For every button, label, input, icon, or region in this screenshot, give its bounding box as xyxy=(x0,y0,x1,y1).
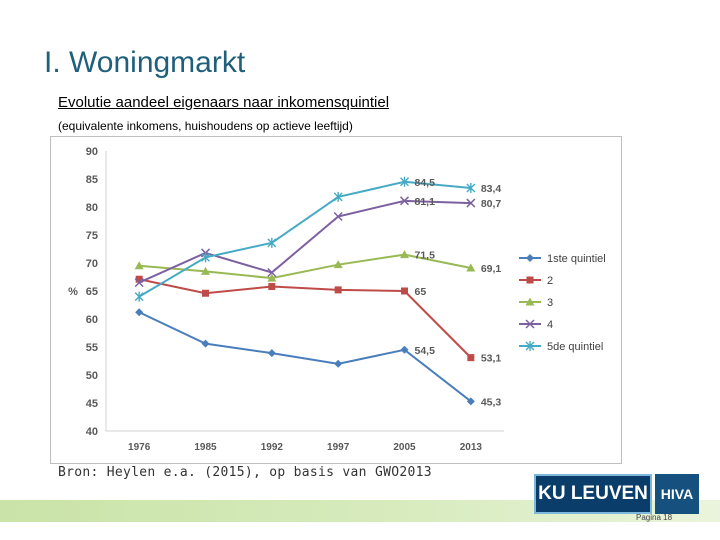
data-point xyxy=(135,308,144,317)
x-tick-label: 1976 xyxy=(128,442,151,453)
legend-label: 5de quintiel xyxy=(547,341,603,353)
data-point xyxy=(267,273,277,282)
data-point xyxy=(268,283,276,291)
legend-marker xyxy=(525,341,535,351)
data-label: 53,1 xyxy=(481,353,502,365)
data-point xyxy=(400,250,409,259)
slide-title: I. Woningmarkt xyxy=(44,46,246,79)
ku-leuven-logo: KU LEUVEN xyxy=(534,474,652,514)
y-tick-label: 85 xyxy=(86,174,98,186)
y-tick-label: 55 xyxy=(86,342,98,354)
data-point xyxy=(467,354,475,362)
series-line xyxy=(138,278,472,359)
data-label: 71,5 xyxy=(415,250,436,262)
data-point xyxy=(401,287,408,295)
legend-marker xyxy=(525,297,535,306)
x-tick-label: 2013 xyxy=(460,442,483,453)
y-tick-label: 70 xyxy=(86,258,98,270)
chart-caption: (equivalente inkomens, huishoudens op ac… xyxy=(58,119,353,133)
data-point xyxy=(134,291,144,302)
page-number: Pagina 18 xyxy=(636,513,673,522)
x-tick-label: 1997 xyxy=(327,442,350,453)
data-point xyxy=(267,349,276,358)
y-tick-label: 45 xyxy=(86,398,98,410)
data-point xyxy=(400,345,409,354)
data-point xyxy=(466,263,476,272)
legend-label: 2 xyxy=(547,275,553,287)
data-point xyxy=(267,237,277,248)
x-tick-label: 1992 xyxy=(261,442,284,453)
y-tick-label: 40 xyxy=(86,426,98,438)
data-point xyxy=(333,260,343,269)
series-line xyxy=(138,311,472,403)
y-tick-label: 50 xyxy=(86,370,98,382)
data-point xyxy=(400,176,409,187)
data-label: 45,3 xyxy=(481,396,502,408)
data-label: 54,5 xyxy=(415,345,436,357)
y-tick-label: 60 xyxy=(86,314,98,326)
data-label: 65 xyxy=(415,286,427,298)
data-point xyxy=(135,275,143,283)
data-point xyxy=(333,211,343,222)
y-axis-label: % xyxy=(68,286,78,298)
chart-container: 40 45 50 55 60 65 70 75 80 85 90% 1976 1985 1992 1997 2… xyxy=(50,136,622,464)
data-point xyxy=(334,286,342,294)
hiva-logo: HIVA xyxy=(655,474,699,514)
data-point xyxy=(399,196,410,206)
series-line xyxy=(139,253,472,280)
data-point xyxy=(201,252,210,263)
x-tick-label: 2005 xyxy=(393,442,416,453)
legend-marker xyxy=(525,319,535,329)
data-point xyxy=(201,266,210,275)
data-point xyxy=(201,339,210,348)
chart-subtitle: Evolutie aandeel eigenaars naar inkomens… xyxy=(58,94,390,111)
legend-label: 4 xyxy=(547,319,553,331)
y-tick-label: 65 xyxy=(86,286,98,298)
data-point xyxy=(267,267,277,278)
source-note: Bron: Heylen e.a. (2015), op basis van G… xyxy=(58,465,432,480)
series-line xyxy=(138,199,471,284)
y-tick-label: 90 xyxy=(86,146,98,158)
line-chart: 40 45 50 55 60 65 70 75 80 85 90% 1976 1985 1992 1997 2… xyxy=(68,146,606,453)
data-point xyxy=(466,397,475,406)
data-label: 80,7 xyxy=(481,198,502,210)
x-tick-label: 1985 xyxy=(194,442,217,453)
data-label: 81,1 xyxy=(415,196,436,208)
legend-label: 3 xyxy=(547,297,553,309)
data-point xyxy=(334,359,343,368)
data-point xyxy=(333,191,343,202)
data-point xyxy=(134,261,144,270)
data-label: 69,1 xyxy=(481,263,502,275)
legend-marker xyxy=(526,276,534,284)
data-point xyxy=(466,182,476,193)
data-point xyxy=(134,278,144,288)
y-tick-label: 80 xyxy=(86,202,98,214)
legend-label: 1ste quintiel xyxy=(547,253,606,265)
y-tick-label: 75 xyxy=(86,230,98,242)
series-line xyxy=(138,180,471,298)
data-label: 83,4 xyxy=(481,183,502,195)
data-label: 84,5 xyxy=(415,177,436,189)
legend-marker xyxy=(526,254,534,262)
data-point xyxy=(202,289,209,297)
data-point xyxy=(466,198,476,208)
